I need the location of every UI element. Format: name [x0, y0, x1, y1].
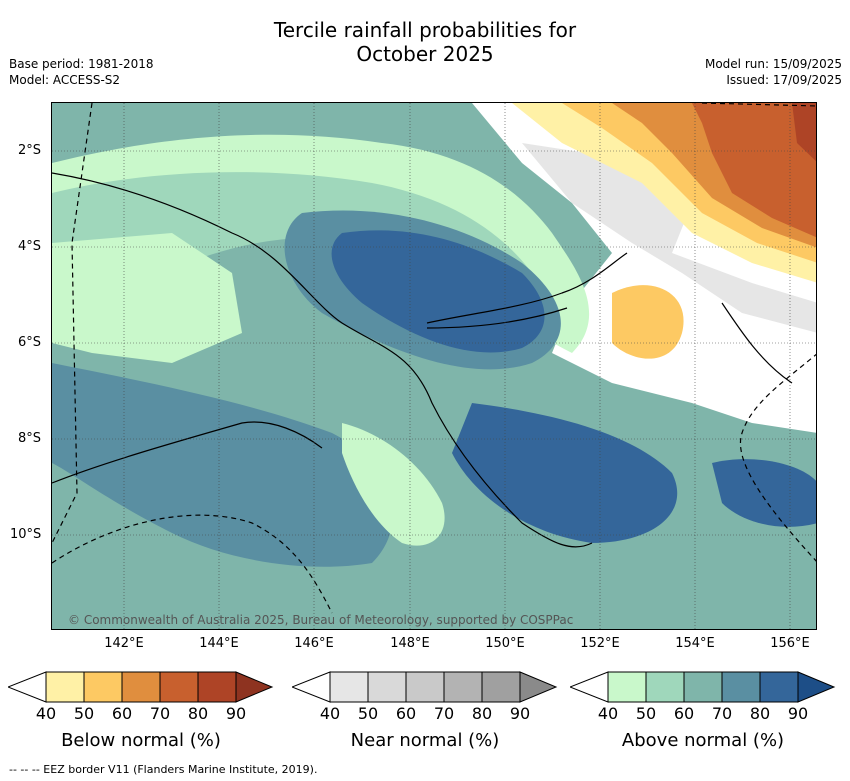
lat-tick-4s: 4°S — [18, 239, 42, 254]
cb-above-5 — [759, 671, 799, 703]
colorbar-below-normal — [8, 671, 274, 703]
coastline-new-britain — [426, 252, 628, 329]
cb-near-2 — [367, 671, 407, 703]
map-above-normal-west — [52, 233, 242, 363]
map-graticule — [52, 103, 816, 629]
map-above-normal-southwest — [52, 363, 393, 567]
cb-above-2 — [645, 671, 685, 703]
colorbar-near-normal — [292, 671, 558, 703]
cb-near-end — [519, 671, 558, 703]
cb-near-3 — [405, 671, 445, 703]
lat-tick-10s: 10°S — [10, 527, 42, 542]
cb-above-4 — [721, 671, 761, 703]
cb-near-label-40: 40 — [319, 704, 341, 723]
cb-below-end — [235, 671, 274, 703]
lon-tick-144e: 144°E — [199, 636, 239, 651]
lon-tick-152e: 152°E — [580, 636, 620, 651]
cb-near-title: Near normal (%) — [350, 730, 500, 751]
lat-tick-6s: 6°S — [18, 335, 42, 350]
lat-tick-8s: 8°S — [18, 431, 42, 446]
cb-above-label-80: 80 — [749, 704, 771, 723]
eez-footnote: -- -- -- EEZ border V11 (Flanders Marine… — [9, 763, 318, 776]
cb-below-title: Below normal (%) — [61, 730, 221, 751]
coastline-new-guinea — [52, 172, 593, 548]
map-above-normal-80-core — [331, 230, 545, 353]
cb-above-end — [797, 671, 836, 703]
title-line-1: Tercile rainfall probabilities for — [273, 18, 577, 42]
cb-near-label-50: 50 — [357, 704, 379, 723]
map-panel — [51, 102, 817, 630]
cb-above-label-90: 90 — [787, 704, 809, 723]
cb-above-1 — [607, 671, 647, 703]
cb-near-label-60: 60 — [395, 704, 417, 723]
cb-below-label-80: 80 — [187, 704, 209, 723]
cb-below-5 — [197, 671, 237, 703]
cb-below-label-40: 40 — [35, 704, 57, 723]
lon-tick-142e: 142°E — [104, 636, 144, 651]
cb-above-start — [570, 671, 609, 703]
issued-date: Issued: 17/09/2025 — [726, 73, 842, 87]
lon-tick-156e: 156°E — [770, 636, 810, 651]
eez-border-northeast — [701, 103, 816, 107]
model-name: Model: ACCESS-S2 — [9, 73, 121, 87]
map-above-normal-south-light — [342, 423, 445, 546]
cb-near-start — [292, 671, 331, 703]
model-run: Model run: 15/09/2025 — [704, 57, 842, 71]
cb-near-label-70: 70 — [433, 704, 455, 723]
map-above-normal-southeast — [452, 403, 678, 543]
eez-border-south — [52, 514, 333, 614]
cb-near-5 — [481, 671, 521, 703]
cb-near-label-80: 80 — [471, 704, 493, 723]
cb-below-label-70: 70 — [149, 704, 171, 723]
colorbar-above-normal — [570, 671, 836, 703]
lon-tick-146e: 146°E — [294, 636, 334, 651]
cb-above-title: Above normal (%) — [621, 730, 785, 751]
map-below-normal-blob — [612, 285, 684, 359]
cb-below-start — [8, 671, 47, 703]
title-line-2: October 2025 — [356, 42, 494, 66]
cb-below-label-60: 60 — [111, 704, 133, 723]
cb-below-label-90: 90 — [225, 704, 247, 723]
map-above-normal-east — [712, 459, 816, 527]
cb-above-label-70: 70 — [711, 704, 733, 723]
cb-near-1 — [329, 671, 369, 703]
lat-tick-2s: 2°S — [18, 143, 42, 158]
cb-below-4 — [159, 671, 199, 703]
copyright-notice: © Commonwealth of Australia 2025, Bureau… — [68, 613, 574, 627]
meta-left: Base period: 1981-2018 Model: ACCESS-S2 — [9, 56, 154, 88]
lon-tick-150e: 150°E — [485, 636, 525, 651]
coastline-bougainville — [721, 302, 793, 384]
meta-right: Model run: 15/09/2025 Issued: 17/09/2025 — [705, 56, 842, 88]
cb-above-label-60: 60 — [673, 704, 695, 723]
map-below-normal-70 — [692, 103, 816, 238]
map-below-normal-80 — [792, 103, 816, 162]
map-title: Tercile rainfall probabilities for Octob… — [0, 18, 850, 66]
lon-tick-154e: 154°E — [675, 636, 715, 651]
cb-above-label-40: 40 — [597, 704, 619, 723]
cb-near-label-90: 90 — [509, 704, 531, 723]
lon-tick-148e: 148°E — [390, 636, 430, 651]
map-near-normal-band — [522, 143, 816, 333]
eez-border-east — [739, 353, 816, 562]
cb-above-label-50: 50 — [635, 704, 657, 723]
rainfall-map-svg — [52, 103, 816, 629]
cb-above-3 — [683, 671, 723, 703]
cb-below-2 — [83, 671, 123, 703]
cb-below-label-50: 50 — [73, 704, 95, 723]
base-period: Base period: 1981-2018 — [9, 57, 154, 71]
cb-below-1 — [45, 671, 85, 703]
cb-below-3 — [121, 671, 161, 703]
map-above-normal-50-north — [52, 172, 547, 338]
cb-near-4 — [443, 671, 483, 703]
